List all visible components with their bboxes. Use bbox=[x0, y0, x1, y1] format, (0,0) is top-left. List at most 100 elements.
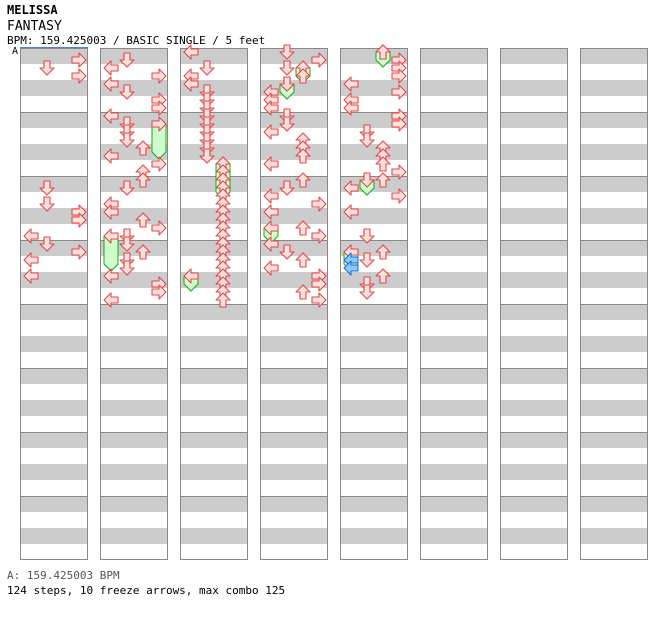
panel-border bbox=[420, 48, 488, 560]
beat-stripe bbox=[340, 464, 408, 480]
beat-stripe bbox=[180, 208, 248, 224]
step-arrow-down-icon bbox=[199, 148, 215, 164]
step-arrow-right-icon bbox=[311, 276, 327, 292]
beat-stripe bbox=[20, 368, 88, 384]
beat-stripe bbox=[340, 272, 408, 288]
step-arrow-left-icon bbox=[263, 188, 279, 204]
beat-stripe bbox=[420, 48, 488, 64]
step-arrow-right-icon bbox=[311, 228, 327, 244]
step-arrow-left-icon bbox=[103, 60, 119, 76]
beat-stripe bbox=[20, 48, 88, 64]
freeze-head-left-icon bbox=[183, 268, 199, 284]
step-arrow-down-icon bbox=[119, 260, 135, 276]
step-arrow-left-icon bbox=[103, 108, 119, 124]
beat-stripe bbox=[340, 304, 408, 320]
beat-stripe bbox=[420, 336, 488, 352]
beat-stripe bbox=[260, 368, 328, 384]
beat-stripe bbox=[340, 144, 408, 160]
step-arrow-down-icon bbox=[39, 60, 55, 76]
beat-stripe bbox=[580, 304, 648, 320]
beat-stripe bbox=[500, 272, 568, 288]
step-arrow-left-icon bbox=[103, 148, 119, 164]
beat-stripe bbox=[20, 208, 88, 224]
beat-stripe bbox=[580, 400, 648, 416]
beat-stripe bbox=[20, 240, 88, 256]
step-arrow-left-icon bbox=[343, 76, 359, 92]
step-arrow-up-icon bbox=[375, 172, 391, 188]
shock-arrow-left-icon bbox=[343, 260, 359, 276]
beat-stripe bbox=[260, 112, 328, 128]
difficulty-label: FANTASY bbox=[7, 19, 62, 34]
beat-stripe bbox=[100, 176, 168, 192]
step-arrow-left-icon bbox=[263, 236, 279, 252]
beat-stripe bbox=[180, 496, 248, 512]
step-arrow-down-icon bbox=[39, 196, 55, 212]
chart-panel bbox=[20, 48, 88, 560]
step-arrows bbox=[23, 44, 407, 308]
step-arrow-up-icon bbox=[375, 156, 391, 172]
step-arrow-up-icon bbox=[295, 220, 311, 236]
beat-stripe bbox=[260, 336, 328, 352]
step-arrow-down-icon bbox=[279, 244, 295, 260]
beat-stripe bbox=[180, 112, 248, 128]
panel-border bbox=[180, 48, 248, 560]
beat-stripe bbox=[420, 240, 488, 256]
beat-stripe bbox=[20, 336, 88, 352]
chart-panel bbox=[580, 48, 648, 560]
chart-panel bbox=[500, 48, 568, 560]
beat-stripe bbox=[500, 368, 568, 384]
panel-border bbox=[580, 48, 648, 560]
beat-stripe bbox=[500, 432, 568, 448]
step-arrow-up-icon bbox=[375, 44, 391, 60]
step-arrow-left-icon bbox=[263, 156, 279, 172]
step-arrow-up-icon bbox=[295, 252, 311, 268]
bpm-change-line bbox=[20, 47, 88, 48]
step-arrow-up-icon bbox=[295, 172, 311, 188]
beat-stripe bbox=[500, 336, 568, 352]
beat-stripe bbox=[20, 400, 88, 416]
step-arrow-down-icon bbox=[39, 180, 55, 196]
step-arrow-right-icon bbox=[151, 220, 167, 236]
freeze-head-down-icon bbox=[359, 172, 375, 188]
beat-stripe bbox=[500, 144, 568, 160]
beat-stripe bbox=[340, 48, 408, 64]
beat-stripe bbox=[260, 496, 328, 512]
step-arrow-right-icon bbox=[71, 52, 87, 68]
beat-stripe bbox=[420, 432, 488, 448]
step-arrow-right-icon bbox=[311, 292, 327, 308]
beat-stripe bbox=[100, 432, 168, 448]
beat-stripe bbox=[580, 48, 648, 64]
beat-stripe bbox=[580, 272, 648, 288]
chart-info: BPM: 159.425003 / BASIC SINGLE / 5 feet bbox=[7, 34, 266, 47]
beat-stripe bbox=[20, 304, 88, 320]
beat-stripe bbox=[260, 304, 328, 320]
beat-stripe bbox=[500, 208, 568, 224]
beat-stripe bbox=[420, 80, 488, 96]
step-arrow-left-icon bbox=[263, 260, 279, 276]
beat-stripe bbox=[20, 496, 88, 512]
step-arrow-right-icon bbox=[391, 68, 407, 84]
step-arrow-down-icon bbox=[279, 76, 295, 92]
step-arrow-up-icon bbox=[135, 140, 151, 156]
step-arrow-left-icon bbox=[263, 124, 279, 140]
beat-stripe bbox=[500, 464, 568, 480]
beat-stripe bbox=[100, 368, 168, 384]
beat-stripe bbox=[420, 272, 488, 288]
beat-stripe bbox=[500, 176, 568, 192]
step-arrow-down-icon bbox=[279, 180, 295, 196]
beat-stripe bbox=[180, 144, 248, 160]
beat-stripe bbox=[260, 48, 328, 64]
step-arrow-down-icon bbox=[119, 180, 135, 196]
step-arrow-left-icon bbox=[263, 204, 279, 220]
beat-stripe bbox=[420, 464, 488, 480]
step-arrow-right-icon bbox=[71, 244, 87, 260]
beat-stripe bbox=[420, 144, 488, 160]
beat-stripe bbox=[20, 112, 88, 128]
step-arrow-left-icon bbox=[183, 44, 199, 60]
step-arrow-up-icon bbox=[295, 68, 311, 84]
beat-stripe bbox=[20, 464, 88, 480]
beat-stripe bbox=[260, 144, 328, 160]
beat-stripe bbox=[420, 496, 488, 512]
step-arrow-up-icon bbox=[295, 284, 311, 300]
